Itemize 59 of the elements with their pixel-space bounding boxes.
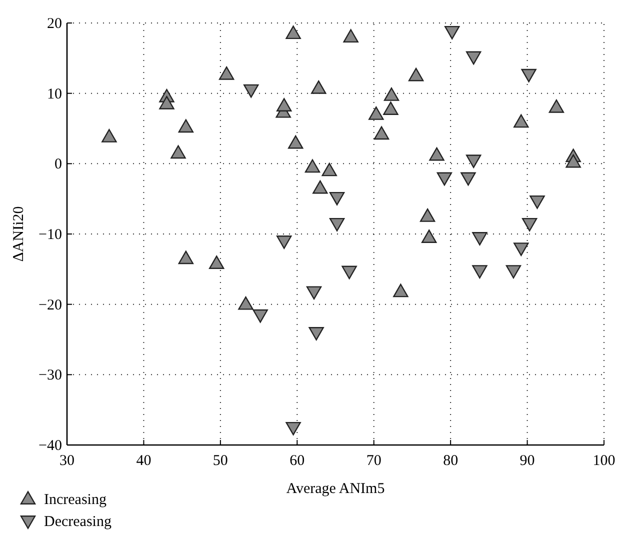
y-tick-label: −30 xyxy=(38,368,62,384)
point xyxy=(383,102,398,115)
point xyxy=(208,256,224,270)
point xyxy=(530,195,545,209)
point xyxy=(506,265,522,278)
point xyxy=(288,135,304,149)
point xyxy=(276,98,292,112)
y-tick-label: −40 xyxy=(38,438,62,454)
point xyxy=(368,106,384,120)
point xyxy=(218,66,234,80)
x-tick-label: 60 xyxy=(290,453,305,469)
point xyxy=(102,129,117,142)
point xyxy=(566,154,581,168)
point xyxy=(374,126,390,140)
point xyxy=(276,236,292,249)
point xyxy=(548,99,564,113)
point xyxy=(408,68,424,82)
point xyxy=(322,162,337,176)
point xyxy=(286,26,301,40)
legend-label: Decreasing xyxy=(44,514,112,530)
legend-label: Increasing xyxy=(44,492,107,508)
point xyxy=(421,230,437,243)
point xyxy=(472,265,488,278)
point xyxy=(329,218,345,232)
x-axis-title: Average ANIm5 xyxy=(286,481,385,497)
point xyxy=(342,266,357,280)
y-tick-label: 0 xyxy=(54,156,62,173)
point xyxy=(514,242,529,256)
point xyxy=(178,119,194,133)
point xyxy=(252,309,268,323)
point xyxy=(304,159,320,173)
point xyxy=(178,250,194,264)
point xyxy=(306,286,322,300)
point xyxy=(159,96,174,110)
point xyxy=(312,180,328,194)
point xyxy=(472,232,488,246)
x-tick-label: 70 xyxy=(366,453,382,469)
point xyxy=(429,147,444,161)
y-tick-label: 20 xyxy=(47,16,62,32)
point xyxy=(311,80,326,94)
x-tick-label: 40 xyxy=(136,453,152,469)
x-tick-label: 90 xyxy=(520,453,535,469)
x-tick-label: 100 xyxy=(592,453,616,469)
y-tick-label: −20 xyxy=(38,297,62,314)
point xyxy=(329,192,345,206)
x-tick-label: 30 xyxy=(60,453,74,469)
point xyxy=(420,208,436,222)
point xyxy=(170,145,186,159)
x-tick-label: 50 xyxy=(212,453,228,469)
point xyxy=(343,29,358,43)
point xyxy=(308,326,324,340)
point xyxy=(286,422,301,436)
x-tick-label: 80 xyxy=(443,453,458,469)
y-axis-title: ΔANIi20 xyxy=(11,206,27,262)
point xyxy=(522,218,538,232)
point xyxy=(514,114,529,128)
y-tick-label: 10 xyxy=(47,86,62,102)
point xyxy=(384,88,400,101)
y-tick-label: −10 xyxy=(38,227,62,243)
